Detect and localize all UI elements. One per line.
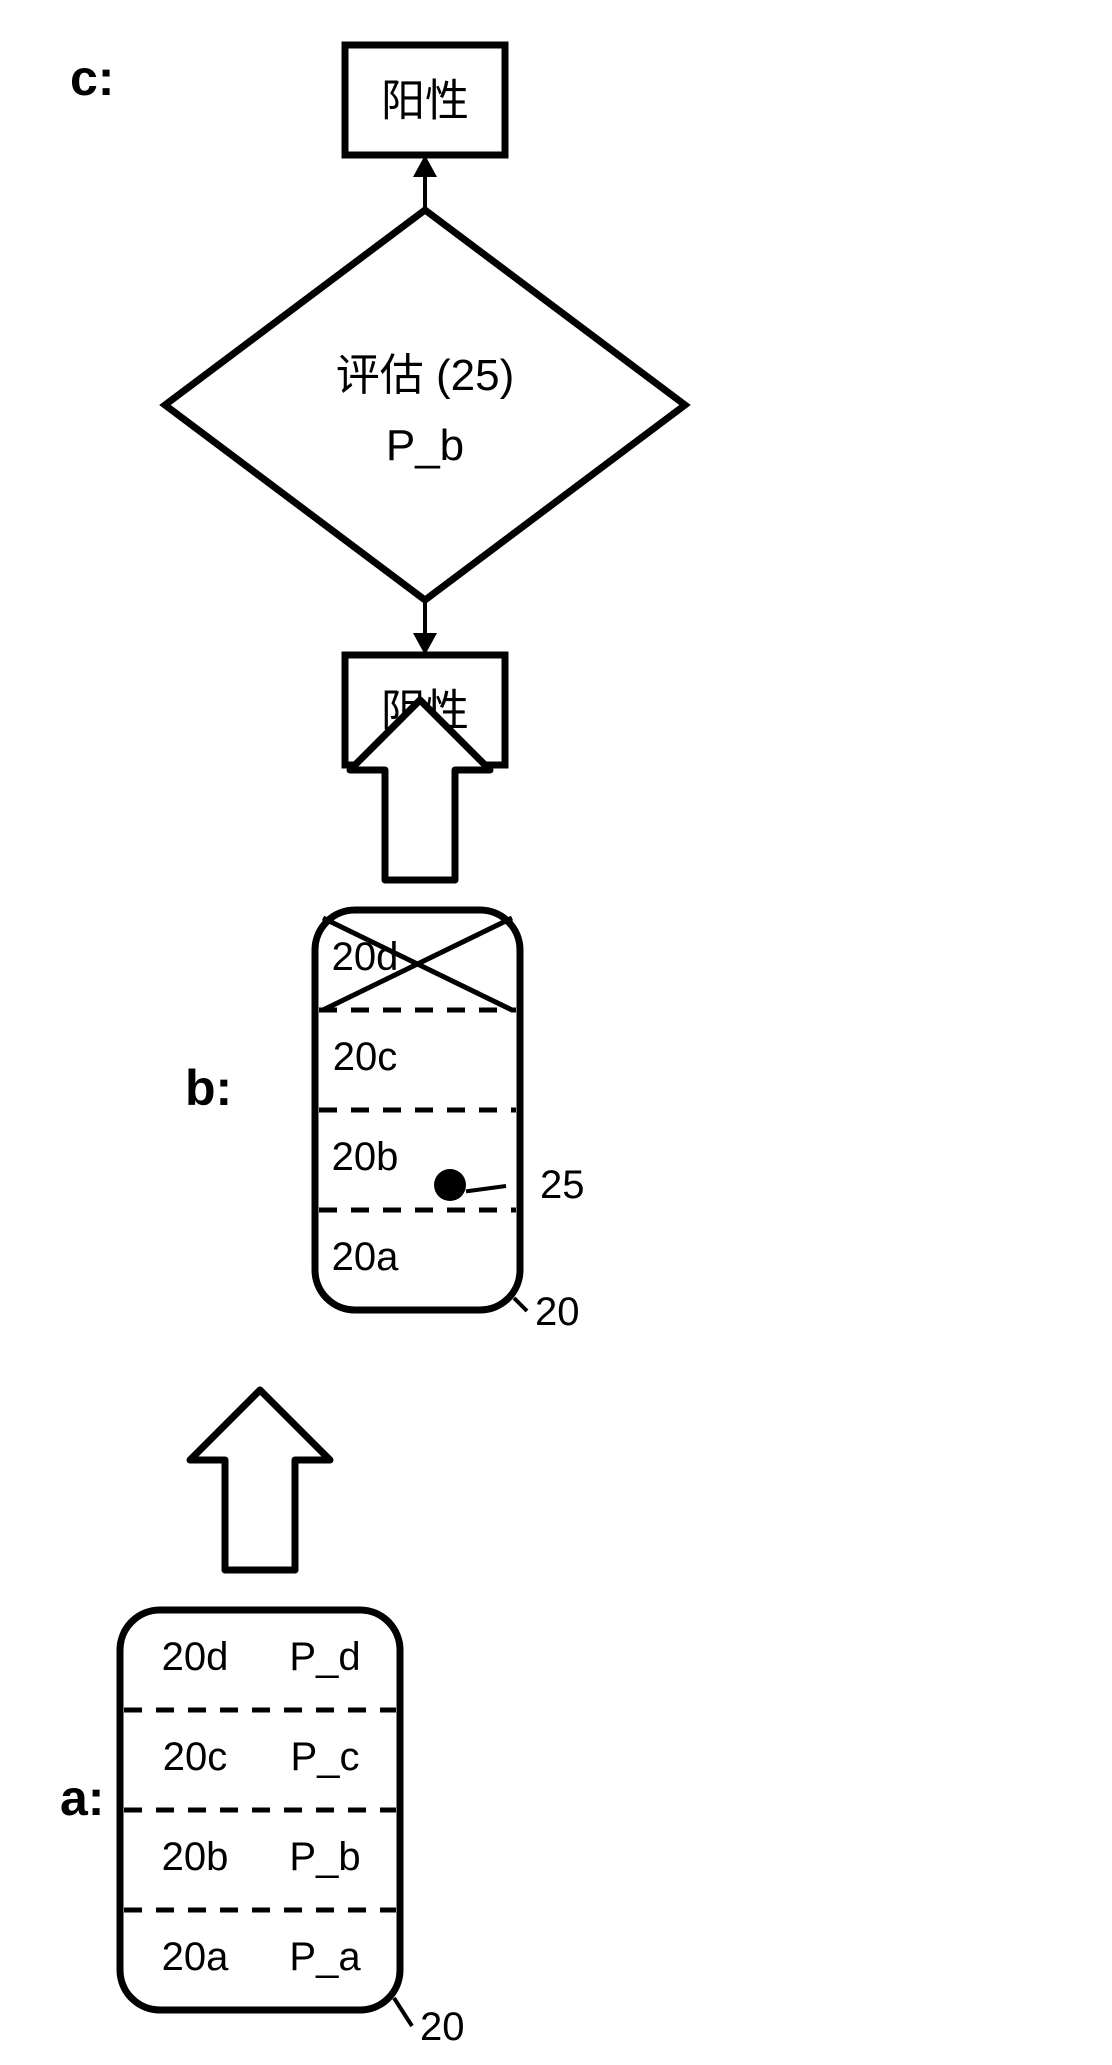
- panel-b-dot-leader: [466, 1186, 506, 1191]
- panel-b-row-3-label: 20a: [332, 1235, 399, 1279]
- panel-b-dot: [434, 1169, 466, 1201]
- panel-b-outer-label: 20: [535, 1290, 580, 1334]
- panel-b-row-0-label: 20d: [332, 935, 399, 979]
- decision-diamond: [165, 210, 685, 600]
- positive-box-label: 阳性: [381, 76, 469, 125]
- panel-b-dot-label: 25: [540, 1163, 585, 1207]
- diamond-text-1: 评估 (25): [336, 351, 514, 400]
- panel-b-label: b:: [185, 1060, 232, 1116]
- block-arrow-a-to-b: [190, 1390, 330, 1570]
- panel-a-row-2-left: 20b: [162, 1835, 229, 1879]
- panel-a-outer-label: 20: [420, 2005, 465, 2049]
- panel-a-row-1-left: 20c: [163, 1735, 228, 1779]
- block-arrow-b-to-c: [350, 700, 490, 880]
- panel-b-row-2-label: 20b: [332, 1135, 399, 1179]
- panel-a-row-3-left: 20a: [162, 1935, 229, 1979]
- panel-a-outer-leader: [394, 1998, 412, 2026]
- panel-c-label: c:: [70, 50, 114, 106]
- diamond-text-2: P_b: [386, 421, 464, 470]
- panel-a-row-2-right: P_b: [289, 1835, 360, 1879]
- panel-a-row-1-right: P_c: [291, 1735, 360, 1779]
- panel-b-row-1-label: 20c: [333, 1035, 398, 1079]
- panel-a-label: a:: [60, 1770, 104, 1826]
- panel-a-row-3-right: P_a: [289, 1935, 361, 1979]
- panel-a-row-0-right: P_d: [289, 1635, 360, 1679]
- panel-b-outer-leader: [514, 1298, 527, 1311]
- panel-a-row-0-left: 20d: [162, 1635, 229, 1679]
